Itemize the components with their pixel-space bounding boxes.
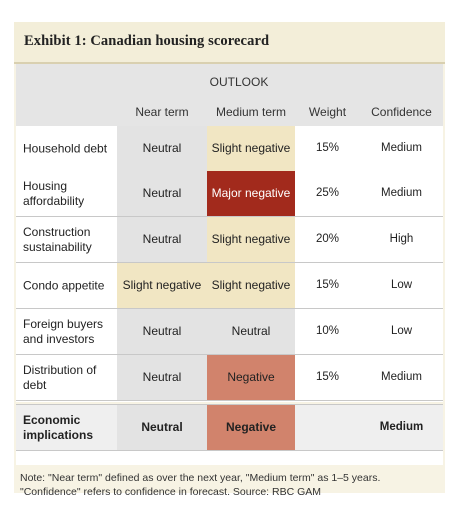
summary-row: Economic implications Neutral Negative M… [16, 404, 443, 451]
table-row: Household debt Neutral Slight negative 1… [16, 126, 443, 172]
near-term-cell: Neutral [117, 405, 207, 450]
near-term-header: Near term [135, 105, 189, 119]
weight-cell: 15% [315, 279, 340, 291]
table-row: Distribution of debt Neutral Negative 15… [16, 355, 443, 401]
table-row: Foreign buyers and investors Neutral Neu… [16, 309, 443, 355]
row-label: Household debt [23, 141, 108, 155]
weight-cell: 15% [315, 371, 340, 383]
title-bar: Exhibit 1: Canadian housing scorecard [14, 22, 445, 64]
near-term-cell: Neutral [117, 126, 207, 171]
confidence-cell: Low [390, 325, 413, 337]
medium-term-cell: Slight negative [207, 217, 295, 262]
row-label: Condo appetite [23, 278, 105, 292]
table-row: Condo appetite Slight negative Slight ne… [16, 263, 443, 309]
row-label: Foreign buyers and investors [23, 316, 104, 346]
weight-cell: 25% [315, 187, 340, 199]
near-term-cell: Neutral [117, 309, 207, 354]
near-term-cell: Slight negative [117, 263, 207, 308]
medium-term-cell: Neutral [207, 309, 295, 354]
weight-cell: 15% [315, 142, 340, 154]
weight-header: Weight [308, 105, 347, 119]
table-header: OUTLOOK Near term Medium term Weight Con… [16, 64, 443, 127]
summary-label: Economic implications [23, 412, 94, 442]
confidence-cell: Medium [381, 371, 422, 383]
weight-cell: 20% [315, 233, 340, 245]
medium-term-cell: Negative [207, 405, 295, 450]
footnote: Note: "Near term" defined as over the ne… [20, 472, 381, 498]
exhibit-panel: Exhibit 1: Canadian housing scorecard OU… [14, 22, 445, 498]
weight-cell [295, 405, 360, 450]
medium-term-cell: Slight negative [207, 263, 295, 308]
medium-term-cell: Negative [207, 355, 295, 400]
table-row: Housing affordability Neutral Major nega… [16, 171, 443, 217]
table-row: Construction sustainability Neutral Slig… [16, 217, 443, 263]
exhibit-title: Exhibit 1: Canadian housing scorecard [24, 33, 270, 49]
near-term-cell: Neutral [117, 217, 207, 262]
confidence-cell: Medium [379, 421, 424, 433]
confidence-cell: Medium [381, 142, 422, 154]
confidence-header: Confidence [371, 105, 432, 119]
row-label: Housing affordability [23, 178, 85, 208]
outlook-heading: OUTLOOK [209, 75, 269, 89]
summary-divider [16, 402, 443, 405]
medium-term-cell: Slight negative [207, 126, 295, 171]
weight-cell: 10% [315, 325, 340, 337]
medium-term-cell: Major negative [207, 171, 295, 216]
scorecard-table: OUTLOOK Near term Medium term Weight Con… [16, 64, 443, 465]
confidence-cell: High [389, 233, 414, 245]
row-label: Distribution of debt [23, 362, 97, 392]
row-label: Construction sustainability [23, 224, 92, 254]
medium-term-header: Medium term [215, 105, 286, 119]
confidence-cell: Medium [381, 187, 422, 199]
near-term-cell: Neutral [117, 171, 207, 216]
near-term-cell: Neutral [117, 355, 207, 400]
confidence-cell: Low [390, 279, 413, 291]
